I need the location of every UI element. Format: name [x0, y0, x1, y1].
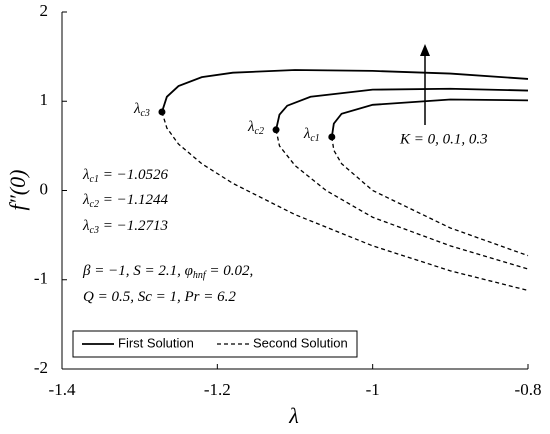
legend-label: First Solution [118, 335, 194, 350]
equation: λc1 = −1.0526 [82, 167, 168, 185]
subscript: hnf [193, 270, 207, 281]
y-tick-label: -2 [34, 358, 48, 377]
equation: λc3 = −1.2713 [82, 218, 168, 236]
x-tick-label: -0.8 [515, 380, 542, 399]
subscript: c3 [90, 225, 99, 236]
equation-text: λ [82, 218, 90, 234]
equation: Q = 0.5, Sc = 1, Pr = 6.2 [83, 289, 236, 305]
x-tick-label: -1 [366, 380, 380, 399]
equation-text: Q = 0.5, Sc = 1, Pr = 6.2 [83, 289, 236, 305]
arrow-head [420, 44, 430, 56]
symbol: λ [247, 119, 255, 135]
critical-label: λc1 [303, 126, 320, 144]
critical-label: λc2 [247, 119, 264, 137]
legend-label: Second Solution [253, 335, 348, 350]
x-tick-label: -1.2 [204, 380, 231, 399]
critical-point [158, 108, 166, 116]
curve [161, 69, 529, 113]
subscript: c1 [310, 133, 319, 144]
equation-text: = −1.0526 [99, 167, 168, 183]
symbol: λ [133, 101, 141, 117]
curve [161, 111, 529, 292]
subscript: c2 [255, 126, 264, 137]
y-tick-label: 0 [40, 179, 49, 198]
equation-text: λ [82, 192, 90, 208]
subscript: c1 [90, 174, 99, 185]
y-tick-label: 1 [40, 90, 49, 109]
curve [275, 129, 529, 270]
equation-text: = −1.1244 [99, 192, 168, 208]
equation-text: = −1.2713 [99, 218, 168, 234]
y-tick-label: 2 [40, 1, 49, 20]
legend-box [72, 330, 358, 358]
subscript: c3 [140, 108, 149, 119]
symbol: λ [303, 126, 311, 142]
equation-text: = 0.02, [206, 263, 254, 279]
critical-label: λc3 [133, 101, 150, 119]
equation-text: β = −1, S = 2.1, φ [82, 263, 193, 279]
y-axis-label: f″(0) [5, 170, 30, 211]
curve [330, 98, 529, 138]
critical-point [328, 133, 336, 141]
equation: λc2 = −1.1244 [82, 192, 168, 210]
curve [331, 136, 529, 257]
equation: β = −1, S = 2.1, φhnf = 0.02, [82, 263, 253, 281]
x-axis-label: λ [288, 403, 299, 428]
curve [275, 87, 529, 131]
x-tick-label: -1.4 [49, 380, 76, 399]
y-tick-label: -1 [34, 269, 48, 288]
subscript: c2 [90, 199, 99, 210]
equation-text: λ [82, 167, 90, 183]
arrow-label: K = 0, 0.1, 0.3 [399, 131, 488, 147]
critical-point [272, 126, 280, 134]
